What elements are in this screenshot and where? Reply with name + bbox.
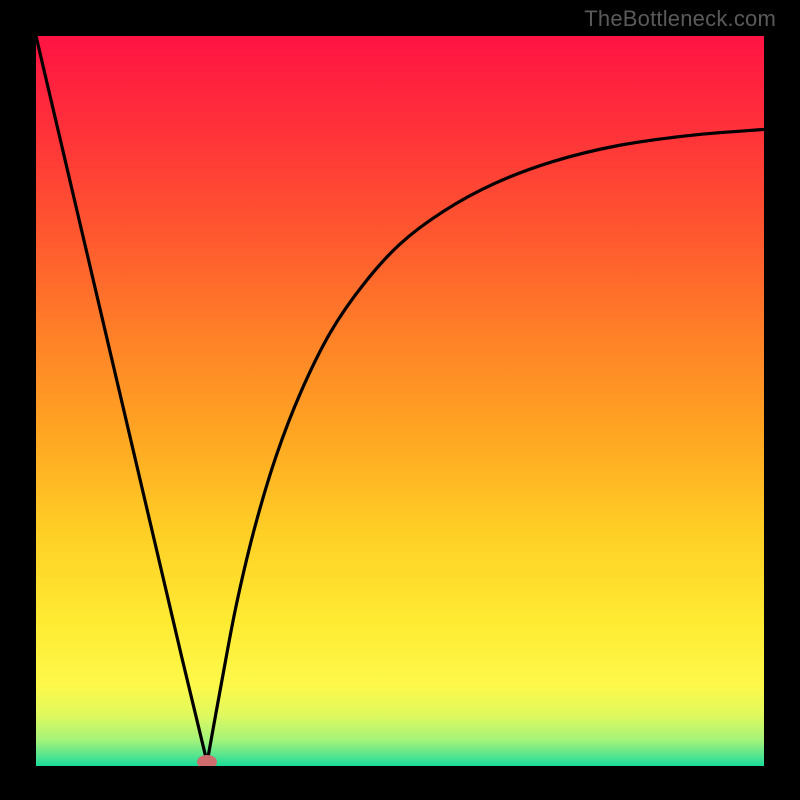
bottleneck-curve (36, 36, 764, 766)
attribution-text: TheBottleneck.com (584, 6, 776, 32)
minimum-marker (197, 755, 217, 766)
plot-area (36, 36, 764, 766)
